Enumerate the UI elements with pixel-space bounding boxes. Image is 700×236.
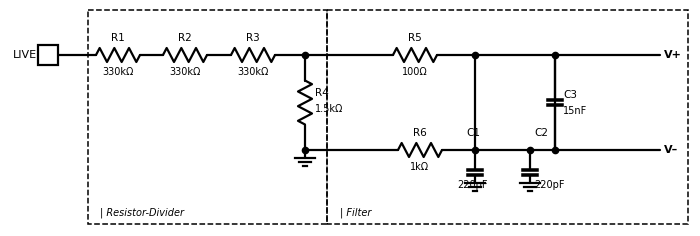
Text: R1: R1	[111, 33, 125, 43]
Bar	[327, 10, 688, 224]
Text: 1.5kΩ: 1.5kΩ	[315, 104, 344, 114]
Text: V–: V–	[664, 145, 678, 155]
Text: 220pF: 220pF	[534, 180, 564, 190]
Text: 100Ω: 100Ω	[402, 67, 428, 77]
Text: 220pF: 220pF	[458, 180, 489, 190]
Text: R4: R4	[315, 88, 329, 97]
Text: R2: R2	[178, 33, 192, 43]
Text: R5: R5	[408, 33, 422, 43]
Bar	[88, 10, 327, 224]
Text: | Filter: | Filter	[340, 207, 372, 218]
Bar	[38, 45, 58, 65]
Text: R6: R6	[413, 128, 427, 138]
Text: | Resistor-Divider: | Resistor-Divider	[100, 207, 184, 218]
Text: V+: V+	[664, 50, 682, 60]
Text: 330kΩ: 330kΩ	[102, 67, 134, 77]
Text: LIVE: LIVE	[13, 50, 37, 60]
Text: 1kΩ: 1kΩ	[410, 162, 430, 172]
Text: C1: C1	[466, 128, 480, 138]
Text: 330kΩ: 330kΩ	[169, 67, 201, 77]
Text: C2: C2	[534, 128, 548, 138]
Text: 330kΩ: 330kΩ	[237, 67, 269, 77]
Text: 15nF: 15nF	[563, 105, 587, 115]
Text: R3: R3	[246, 33, 260, 43]
Text: C3: C3	[563, 89, 577, 100]
